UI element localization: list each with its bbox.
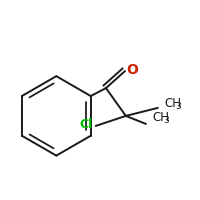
- Text: CH: CH: [153, 111, 170, 124]
- Text: CH: CH: [165, 97, 182, 110]
- Text: O: O: [126, 63, 138, 77]
- Text: 3: 3: [175, 102, 181, 111]
- Text: Cl: Cl: [79, 118, 93, 131]
- Text: 3: 3: [163, 116, 169, 125]
